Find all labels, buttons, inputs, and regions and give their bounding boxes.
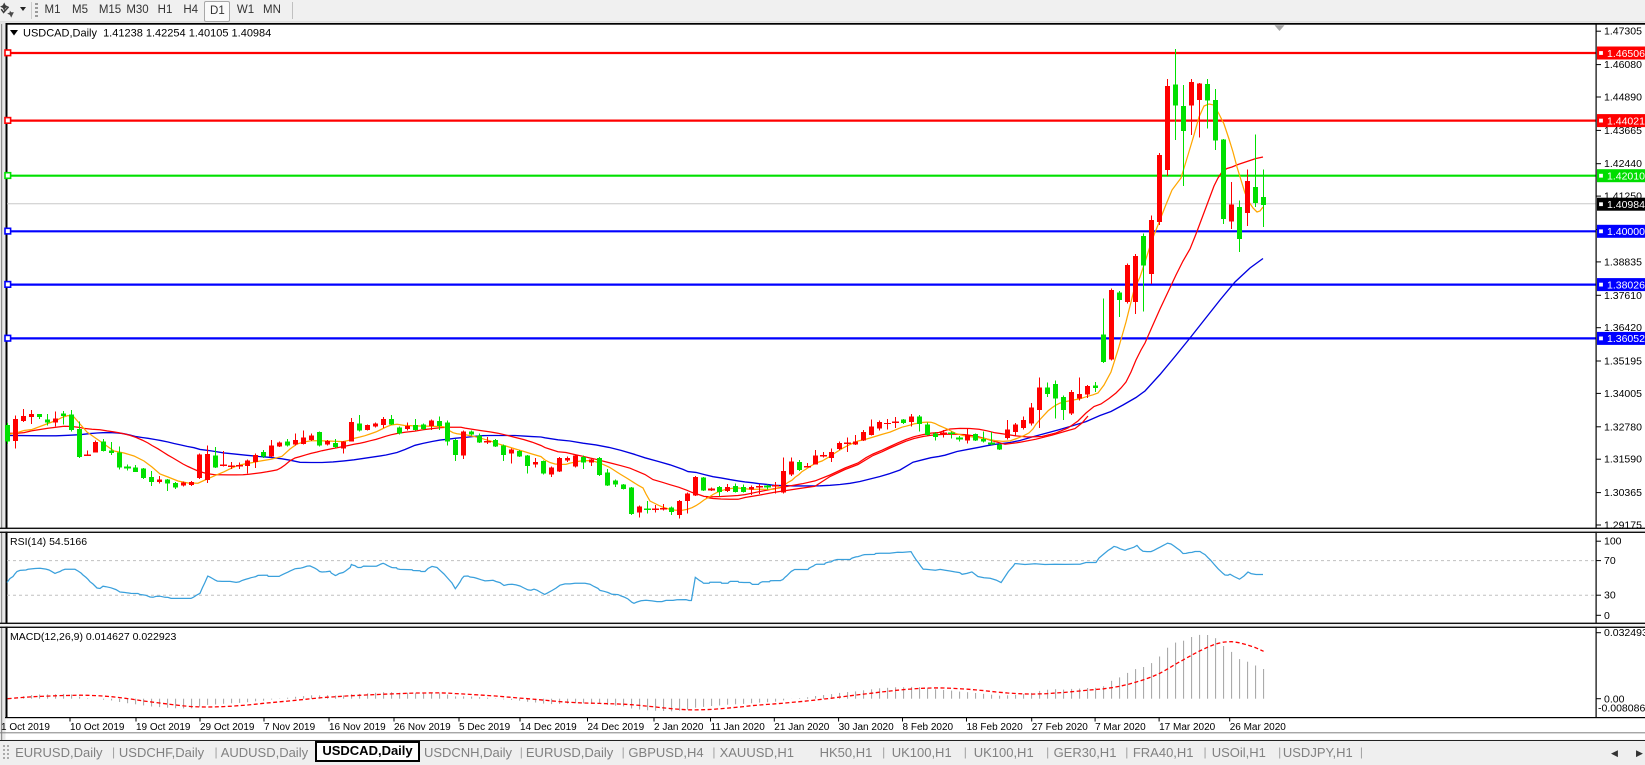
svg-text:27 Feb 2020: 27 Feb 2020 (1032, 722, 1089, 733)
svg-text:7 Mar 2020: 7 Mar 2020 (1095, 722, 1146, 733)
svg-text:19 Oct 2019: 19 Oct 2019 (136, 722, 191, 733)
svg-text:RSI(14) 54.5166: RSI(14) 54.5166 (10, 536, 87, 548)
svg-text:1.36052: 1.36052 (1607, 333, 1645, 345)
svg-text:1.38835: 1.38835 (1604, 256, 1642, 268)
svg-text:1.40984: 1.40984 (1607, 199, 1645, 211)
svg-text:MACD(12,26,9) 0.014627 0.02292: MACD(12,26,9) 0.014627 0.022923 (10, 631, 177, 643)
svg-text:8 Feb 2020: 8 Feb 2020 (903, 722, 954, 733)
svg-text:24 Dec 2019: 24 Dec 2019 (588, 722, 645, 733)
svg-text:1.38026: 1.38026 (1607, 279, 1645, 291)
svg-text:1.42010: 1.42010 (1607, 171, 1645, 183)
svg-text:1.47305: 1.47305 (1604, 26, 1642, 38)
svg-text:2 Jan 2020: 2 Jan 2020 (654, 722, 704, 733)
svg-text:26 Nov 2019: 26 Nov 2019 (394, 722, 451, 733)
svg-text:30: 30 (1604, 590, 1616, 602)
svg-text:1.31590: 1.31590 (1604, 454, 1642, 466)
svg-text:1.32780: 1.32780 (1604, 421, 1642, 433)
svg-text:1.37610: 1.37610 (1604, 290, 1642, 302)
svg-text:5 Dec 2019: 5 Dec 2019 (459, 722, 511, 733)
svg-text:21 Jan 2020: 21 Jan 2020 (774, 722, 829, 733)
svg-text:29 Oct 2019: 29 Oct 2019 (200, 722, 255, 733)
svg-text:1.44021: 1.44021 (1607, 115, 1645, 127)
svg-text:1.36420: 1.36420 (1604, 322, 1642, 334)
svg-text:30 Jan 2020: 30 Jan 2020 (839, 722, 894, 733)
svg-text:70: 70 (1604, 555, 1616, 567)
svg-text:1.46080: 1.46080 (1604, 59, 1642, 71)
svg-text:10 Oct 2019: 10 Oct 2019 (70, 722, 125, 733)
svg-text:1.34005: 1.34005 (1604, 388, 1642, 400)
svg-text:1.44890: 1.44890 (1604, 92, 1642, 104)
svg-text:1.35195: 1.35195 (1604, 356, 1642, 368)
svg-text:1.43665: 1.43665 (1604, 125, 1642, 137)
svg-text:1.30365: 1.30365 (1604, 487, 1642, 499)
svg-text:17 Mar 2020: 17 Mar 2020 (1159, 722, 1216, 733)
svg-text:7 Nov 2019: 7 Nov 2019 (264, 722, 316, 733)
svg-text:14 Dec 2019: 14 Dec 2019 (520, 722, 577, 733)
svg-text:11 Jan 2020: 11 Jan 2020 (711, 722, 766, 733)
svg-text:1.40000: 1.40000 (1607, 226, 1645, 238)
svg-text:1 Oct 2019: 1 Oct 2019 (1, 722, 50, 733)
svg-text:-0.008086: -0.008086 (1598, 703, 1645, 715)
svg-text:26 Mar 2020: 26 Mar 2020 (1230, 722, 1287, 733)
svg-text:100: 100 (1604, 536, 1622, 548)
svg-text:16 Nov 2019: 16 Nov 2019 (329, 722, 386, 733)
svg-text:1.42440: 1.42440 (1604, 158, 1642, 170)
svg-text:0.032493: 0.032493 (1604, 627, 1645, 639)
svg-text:USDCAD,Daily 1.41238 1.42254: USDCAD,Daily 1.41238 1.42254 1.40105 1.4… (23, 28, 271, 40)
svg-text:1.29175: 1.29175 (1604, 520, 1642, 532)
svg-text:1.46506: 1.46506 (1607, 48, 1645, 60)
svg-text:0.00: 0.00 (1604, 694, 1625, 706)
svg-text:18 Feb 2020: 18 Feb 2020 (967, 722, 1024, 733)
svg-text:0: 0 (1604, 610, 1610, 622)
